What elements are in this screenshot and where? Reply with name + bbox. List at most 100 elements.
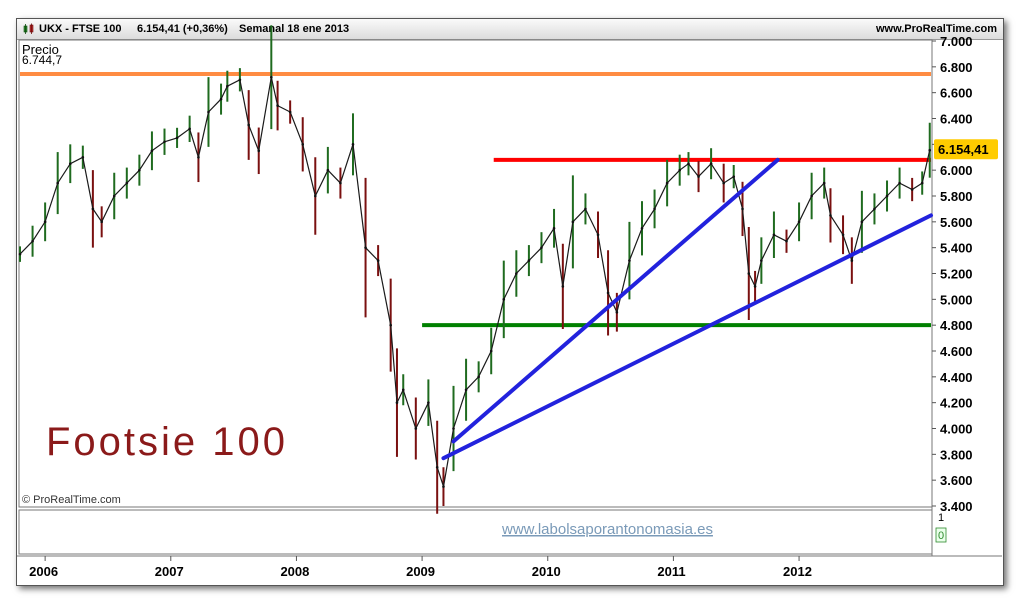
x-tick-label: 2008 (280, 564, 309, 579)
x-tick-label: 2010 (532, 564, 561, 579)
candlestick-icon (23, 23, 34, 34)
indicator-scale-top: 1 (938, 512, 944, 524)
y-tick-label: 3.800 (940, 447, 973, 462)
x-tick-label: 2011 (657, 564, 685, 579)
price-points (18, 75, 932, 488)
price-point (606, 291, 610, 295)
price-point (464, 388, 468, 392)
y-tick-label: 4.600 (940, 344, 973, 359)
price-point (401, 388, 405, 392)
price-point (502, 298, 506, 301)
price-point (477, 375, 480, 379)
price-point (584, 207, 587, 211)
price-point (678, 168, 681, 172)
price-point (753, 285, 757, 288)
price-point (435, 465, 439, 469)
indicator-scale-bottom: 0 (938, 530, 944, 542)
price-point (628, 259, 631, 262)
price-point (188, 127, 191, 131)
price-point (150, 149, 154, 153)
price-point (238, 78, 242, 82)
price-point (596, 233, 600, 237)
last-price-tag-text: 6.154,41 (938, 142, 989, 157)
footsie-title: Footsie 100 (46, 420, 288, 464)
price-point (489, 349, 493, 353)
price-panel-label: Precio (22, 42, 59, 57)
price-point (898, 181, 901, 185)
watermark-link[interactable]: www.labolsaporantonomasia.es (501, 521, 713, 538)
y-tick-label: 6.800 (940, 60, 973, 75)
price-point (615, 310, 619, 314)
price-point (653, 207, 656, 211)
price-point (722, 181, 725, 185)
copyright-label: © ProRealTime.com (22, 494, 121, 506)
y-tick-label: 5.400 (940, 241, 973, 256)
x-tick-label: 2012 (783, 564, 812, 579)
price-point (175, 136, 179, 140)
price-point (540, 246, 543, 249)
indicator-value-box (935, 527, 947, 543)
price-point (247, 123, 250, 127)
y-tick-label: 5.000 (940, 292, 973, 307)
price-point (829, 214, 832, 217)
price-point (81, 155, 85, 159)
price-point (665, 181, 669, 185)
price-point (351, 143, 355, 146)
price-point (376, 259, 380, 262)
price-point (91, 207, 95, 211)
x-tick-label: 2007 (155, 564, 184, 579)
price-point (31, 239, 34, 243)
price-point (697, 175, 700, 178)
price-point (527, 259, 531, 262)
y-tick-label: 5.600 (940, 215, 973, 230)
price-point (313, 194, 317, 198)
y-tick-label: 5.200 (940, 267, 973, 282)
price-point (197, 155, 200, 159)
trend-line-2 (441, 213, 933, 461)
price-point (56, 181, 59, 185)
price-point (112, 194, 116, 198)
price-point (785, 239, 788, 243)
y-tick-label: 4.800 (940, 318, 973, 333)
price-point (747, 272, 751, 275)
price-point (276, 104, 279, 107)
price-point (207, 110, 210, 114)
y-tick-label: 6.600 (940, 86, 973, 101)
price-point (885, 194, 889, 198)
price-point (219, 97, 223, 101)
y-tick-label: 4.000 (940, 422, 973, 437)
price-point (288, 110, 292, 114)
price-point (43, 220, 47, 224)
price-point (760, 259, 763, 262)
indicator-panel-border (18, 509, 933, 555)
price-point (561, 285, 565, 288)
price-point (928, 148, 932, 152)
price-point (452, 427, 455, 430)
price-point (640, 226, 644, 230)
price-point (257, 149, 261, 153)
y-tick-label: 3.600 (940, 473, 973, 488)
chart-header: UKX - FTSE 100 6.154,41 (+0,36%) Semanal… (17, 19, 1003, 40)
price-point (732, 175, 736, 178)
price-point (741, 207, 744, 211)
site-link[interactable]: www.ProRealTime.com (875, 23, 997, 35)
price-point (687, 162, 690, 166)
price-point (414, 427, 418, 430)
price-point (427, 401, 430, 404)
last-price-tag (934, 139, 998, 160)
price-point (270, 75, 273, 79)
price-point (772, 233, 776, 237)
price-point (841, 233, 845, 237)
x-tick-label: 2009 (406, 564, 435, 579)
price-point (873, 207, 876, 211)
price-point (301, 143, 305, 146)
chart-window: UKX - FTSE 100 6.154,41 (+0,36%) Semanal… (16, 18, 1004, 586)
price-point (326, 168, 330, 172)
price-point (860, 220, 864, 224)
price-point (100, 220, 103, 224)
price-point (515, 272, 518, 275)
top-value-label: 6.744,7 (22, 53, 62, 67)
price-point (910, 188, 914, 191)
price-point (389, 323, 392, 327)
